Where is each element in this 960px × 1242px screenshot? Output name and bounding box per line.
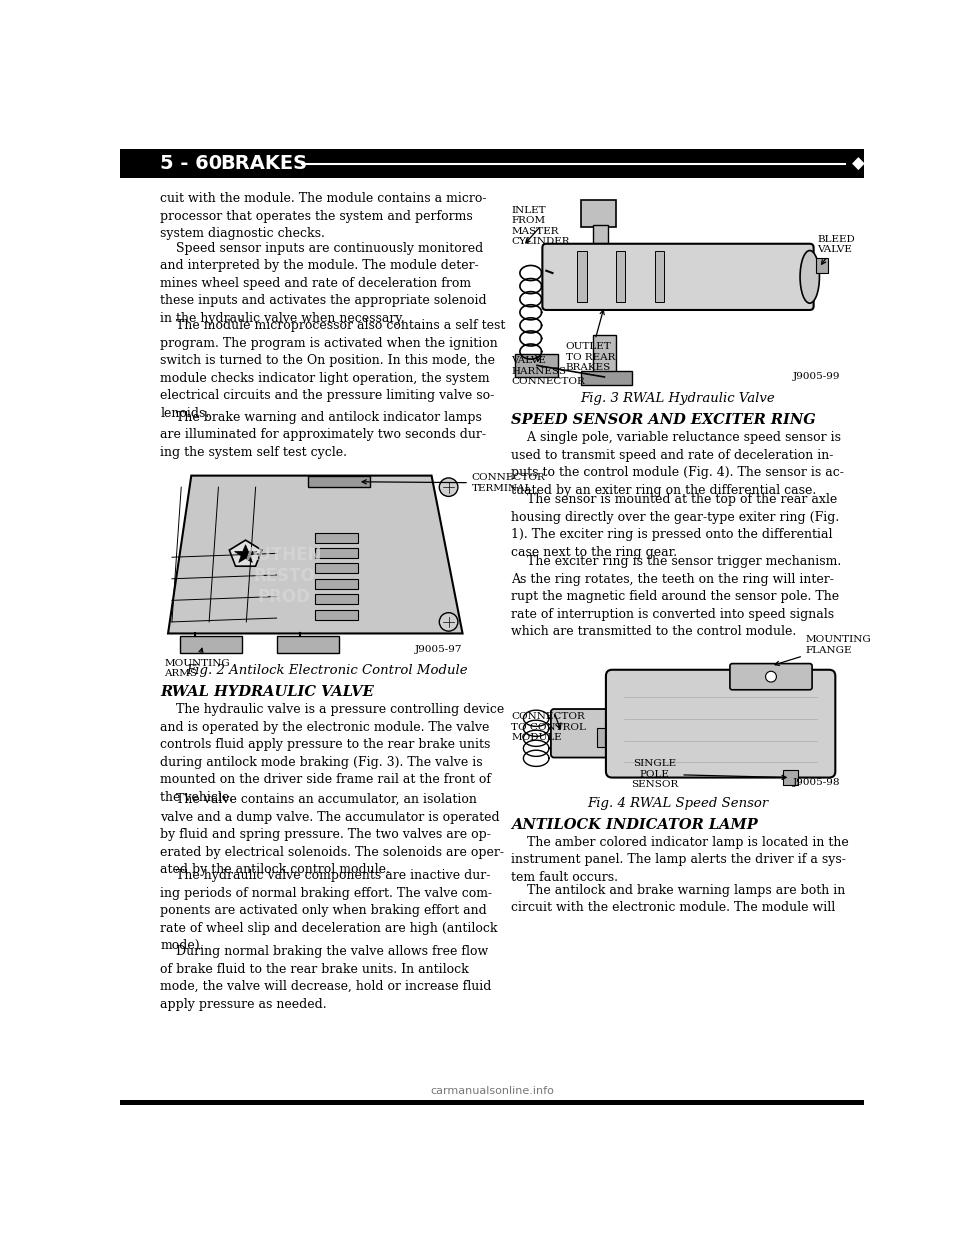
Text: The hydraulic valve is a pressure controlling device
and is operated by the elec: The hydraulic valve is a pressure contro… (160, 703, 505, 804)
Bar (655, 251, 664, 302)
Bar (180, 636, 242, 653)
Text: Fig. 3 RWAL Hydraulic Valve: Fig. 3 RWAL Hydraulic Valve (581, 392, 776, 405)
Text: The sensor is mounted at the top of the rear axle
housing directly over the gear: The sensor is mounted at the top of the … (512, 493, 840, 559)
Polygon shape (168, 476, 463, 633)
Text: INLET
FROM
MASTER
CYLINDER: INLET FROM MASTER CYLINDER (512, 206, 570, 246)
Bar (592, 334, 616, 378)
Text: OUTLET
TO REAR
BRAKES: OUTLET TO REAR BRAKES (565, 310, 615, 373)
Bar (307, 476, 370, 487)
Bar (592, 225, 609, 247)
Text: The hydraulic valve components are inactive dur-
ing periods of normal braking e: The hydraulic valve components are inact… (160, 869, 498, 953)
Bar (315, 579, 358, 589)
Text: BLEED
VALVE: BLEED VALVE (818, 235, 855, 265)
Text: BRAKES: BRAKES (221, 154, 308, 173)
Bar (516, 354, 558, 378)
Polygon shape (229, 540, 262, 566)
Text: The exciter ring is the sensor trigger mechanism.
As the ring rotates, the teeth: The exciter ring is the sensor trigger m… (512, 555, 842, 638)
Bar (581, 200, 616, 227)
Text: The module microprocessor also contains a self test
program. The program is acti: The module microprocessor also contains … (160, 319, 506, 420)
Bar (577, 251, 587, 302)
Text: J9005-97: J9005-97 (415, 646, 463, 655)
Text: SPEED SENSOR AND EXCITER RING: SPEED SENSOR AND EXCITER RING (512, 414, 816, 427)
Bar (315, 548, 358, 558)
Bar (596, 728, 611, 746)
Bar (315, 564, 358, 574)
Text: CONNECTOR
TO CONTROL
MODULE: CONNECTOR TO CONTROL MODULE (512, 712, 587, 741)
Text: During normal braking the valve allows free flow
of brake fluid to the rear brak: During normal braking the valve allows f… (160, 945, 492, 1011)
FancyBboxPatch shape (551, 709, 612, 758)
FancyBboxPatch shape (606, 669, 835, 777)
Text: Speed sensor inputs are continuously monitored
and interpreted by the module. Th: Speed sensor inputs are continuously mon… (160, 242, 487, 324)
Text: cuit with the module. The module contains a micro-
processor that operates the s: cuit with the module. The module contain… (160, 193, 487, 240)
Text: The amber colored indicator lamp is located in the
instrument panel. The lamp al: The amber colored indicator lamp is loca… (512, 836, 850, 884)
FancyBboxPatch shape (730, 663, 812, 689)
Text: 5 - 60: 5 - 60 (160, 154, 223, 173)
Text: ANTILOCK INDICATOR LAMP: ANTILOCK INDICATOR LAMP (512, 817, 758, 832)
Bar (120, 1100, 864, 1105)
Text: AUTHEN
RESTO
PROD: AUTHEN RESTO PROD (246, 546, 323, 606)
Circle shape (440, 478, 458, 497)
Text: MOUNTING
FLANGE: MOUNTING FLANGE (775, 635, 872, 666)
Text: MOUNTING
ARMS: MOUNTING ARMS (164, 648, 230, 678)
Text: A single pole, variable reluctance speed sensor is
used to transmit speed and ra: A single pole, variable reluctance speed… (512, 431, 844, 497)
Text: Fig. 2 Antilock Electronic Control Module: Fig. 2 Antilock Electronic Control Modul… (186, 664, 468, 677)
FancyBboxPatch shape (542, 243, 814, 310)
Bar (782, 770, 798, 785)
Text: The antilock and brake warning lamps are both in
circuit with the electronic mod: The antilock and brake warning lamps are… (512, 884, 846, 914)
Ellipse shape (800, 251, 820, 303)
Bar (581, 371, 632, 385)
Text: J9005-98: J9005-98 (793, 777, 841, 786)
Text: Fig. 4 RWAL Speed Sensor: Fig. 4 RWAL Speed Sensor (588, 797, 769, 810)
Text: ◆: ◆ (852, 155, 865, 173)
Text: RWAL HYDRAULIC VALVE: RWAL HYDRAULIC VALVE (160, 686, 374, 699)
Text: J9005-99: J9005-99 (793, 371, 841, 381)
Text: CONNECTOR
TERMINAL: CONNECTOR TERMINAL (362, 473, 545, 493)
Text: The brake warning and antilock indicator lamps
are illuminated for approximately: The brake warning and antilock indicator… (160, 411, 487, 458)
Text: The valve contains an accumulator, an isolation
valve and a dump valve. The accu: The valve contains an accumulator, an is… (160, 794, 504, 876)
Bar (616, 251, 625, 302)
Text: VALVE
HARNESS
CONNECTOR: VALVE HARNESS CONNECTOR (512, 356, 586, 386)
Bar (315, 594, 358, 604)
Polygon shape (234, 545, 256, 563)
Bar (120, 149, 864, 179)
Bar (276, 636, 339, 653)
Circle shape (440, 612, 458, 631)
Bar (315, 533, 358, 543)
Text: SINGLE
POLE
SENSOR: SINGLE POLE SENSOR (631, 759, 786, 789)
Circle shape (765, 671, 777, 682)
Bar (315, 610, 358, 620)
Text: carmanualsonline.info: carmanualsonline.info (430, 1087, 554, 1097)
Bar (816, 257, 828, 273)
